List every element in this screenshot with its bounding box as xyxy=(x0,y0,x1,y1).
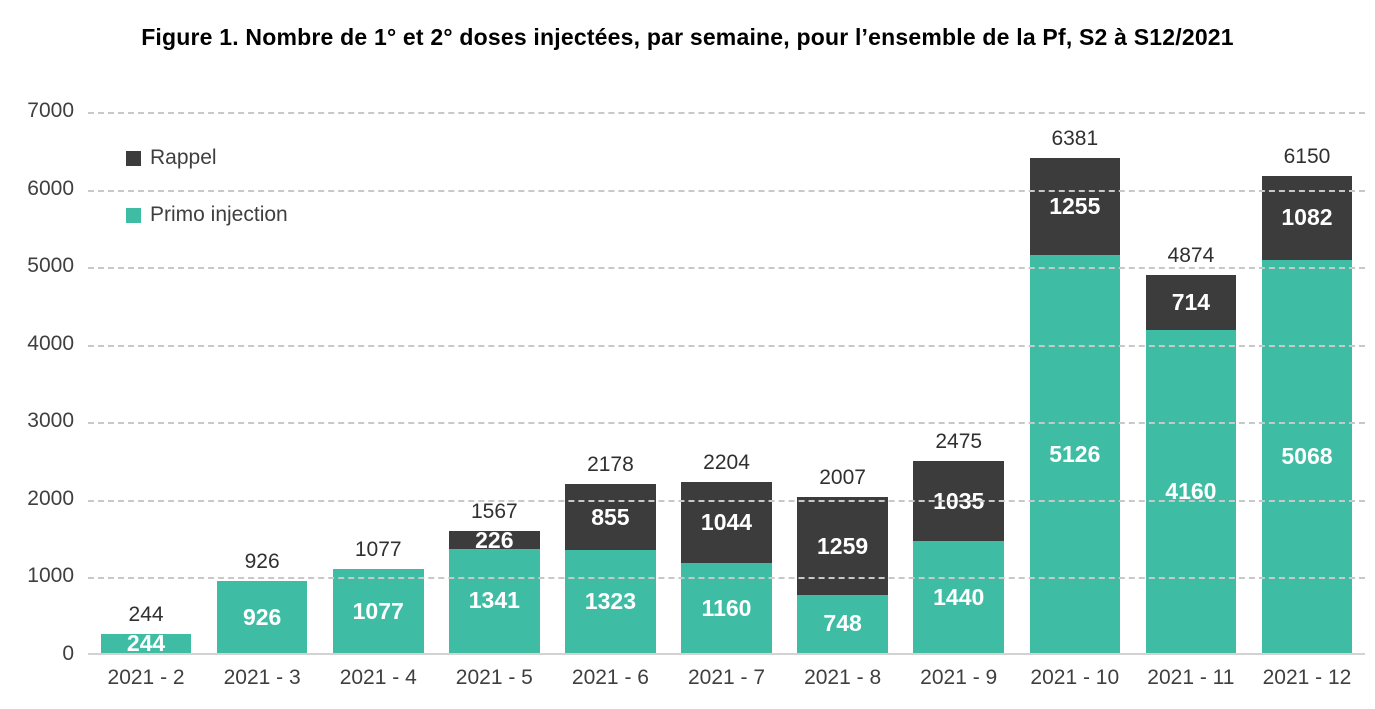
bar-segment-rappel: 1255 xyxy=(1029,158,1121,256)
total-value-label: 6150 xyxy=(1283,144,1331,168)
segment-value-label: 1160 xyxy=(701,594,752,621)
segment-value-label: 1440 xyxy=(933,583,985,610)
y-tick-label: 5000 xyxy=(27,254,74,278)
bar-column: 2475 1035 1440 xyxy=(901,112,1017,653)
bar-segment-primo-injection: 1323 xyxy=(565,550,656,653)
total-value-label: 1567 xyxy=(470,500,518,524)
bar-segment-rappel: 226 xyxy=(449,526,540,553)
bar-column: 6381 1255 5126 xyxy=(1017,112,1133,653)
bar-chart-plot-area: Rappel Primo injection 244 244 926 926 1077 1… xyxy=(88,112,1365,655)
total-value-label: 2007 xyxy=(819,466,866,490)
segment-value-label: 926 xyxy=(242,603,282,630)
bar-segment-rappel: 855 xyxy=(565,484,656,551)
y-tick-label: 4000 xyxy=(27,331,74,355)
legend-item-primo-injection: Primo injection xyxy=(126,203,288,227)
bar-segment-primo-injection: 1440 xyxy=(913,541,1004,653)
y-axis: 0 1000 2000 3000 4000 5000 6000 7000 xyxy=(0,99,74,665)
legend-item-rappel: Rappel xyxy=(126,146,288,170)
segment-value-label: 1255 xyxy=(1049,193,1101,220)
bar-column: 244 244 xyxy=(88,112,204,657)
bar-segment-primo-injection: 1341 xyxy=(449,548,540,653)
segment-value-label: 748 xyxy=(823,610,862,637)
total-value-label: 1077 xyxy=(354,538,402,562)
x-axis-label: 2021 - 8 xyxy=(804,666,882,689)
total-value-label: 4874 xyxy=(1167,243,1215,267)
gridline xyxy=(88,422,1365,425)
figure-title: Figure 1. Nombre de 1° et 2° doses injec… xyxy=(141,24,1234,50)
y-tick-label: 0 xyxy=(62,642,74,665)
x-axis-label: 2021 - 4 xyxy=(339,666,417,689)
bar-column: 2178 855 1323 xyxy=(552,112,668,653)
total-value-label: 2475 xyxy=(935,430,983,454)
bar-column: 4874 714 4160 xyxy=(1133,112,1249,653)
total-value-label: 2178 xyxy=(587,453,634,477)
legend-label-primo-injection: Primo injection xyxy=(150,203,288,226)
segment-value-label: 1044 xyxy=(700,509,753,536)
segment-value-label: 244 xyxy=(126,630,166,657)
x-axis-label: 2021 - 9 xyxy=(920,666,998,689)
bar-column: 1567 226 1341 xyxy=(436,112,552,653)
bar-segment-primo-injection: 5068 xyxy=(1261,259,1353,653)
segment-value-label: 1077 xyxy=(352,597,404,624)
y-tick-label: 7000 xyxy=(27,99,74,122)
segment-value-label: 1323 xyxy=(584,588,636,615)
bar-segment-primo-injection: 244 xyxy=(100,630,192,657)
y-tick-label: 6000 xyxy=(27,176,74,200)
legend-swatch-rappel xyxy=(126,150,141,166)
legend-label-rappel: Rappel xyxy=(150,146,217,169)
segment-value-label: 226 xyxy=(475,526,514,553)
segment-value-label: 5126 xyxy=(1049,440,1101,467)
x-axis-label: 2021 - 10 xyxy=(1030,666,1120,689)
segment-value-label: 1082 xyxy=(1281,204,1333,231)
total-value-label: 926 xyxy=(244,550,280,574)
gridline xyxy=(88,189,1365,192)
y-tick-label: 3000 xyxy=(27,409,74,433)
gridline xyxy=(88,267,1365,270)
bar-segment-primo-injection: 1077 xyxy=(332,569,424,653)
x-axis-label: 2021 - 7 xyxy=(687,666,766,689)
gridline xyxy=(88,344,1365,347)
bar-column: 6150 1082 5068 xyxy=(1249,112,1365,653)
gridline xyxy=(88,499,1365,502)
bar-segment-rappel: 1082 xyxy=(1261,175,1353,260)
bar-segment-primo-injection: 748 xyxy=(797,594,888,653)
bar-column: 2204 1044 1160 xyxy=(668,112,784,653)
segment-value-label: 5068 xyxy=(1281,442,1333,469)
x-axis-label: 2021 - 2 xyxy=(107,666,185,689)
total-value-label: 6381 xyxy=(1051,127,1099,151)
bar-column: 1077 1077 xyxy=(320,112,436,653)
bar-segment-rappel: 1259 xyxy=(797,497,888,595)
x-axis-label: 2021 - 12 xyxy=(1262,666,1352,689)
segment-value-label: 855 xyxy=(591,503,630,530)
total-value-label: 244 xyxy=(128,603,164,627)
gridline xyxy=(88,112,1365,114)
bar-column: 2007 1259 748 xyxy=(785,112,901,653)
bar-segment-rappel: 714 xyxy=(1145,274,1237,331)
bar-segment-primo-injection: 926 xyxy=(216,581,308,653)
chart-legend: Rappel Primo injection xyxy=(126,146,288,227)
x-axis-label: 2021 - 3 xyxy=(223,666,301,689)
bar-segment-primo-injection: 5126 xyxy=(1029,255,1121,653)
bar-segment-rappel: 1044 xyxy=(681,482,772,564)
bar-segment-primo-injection: 4160 xyxy=(1145,330,1237,653)
segment-value-label: 1259 xyxy=(817,532,869,559)
legend-swatch-primo-injection xyxy=(126,207,141,223)
x-axis-label: 2021 - 11 xyxy=(1147,666,1235,689)
gridline xyxy=(88,577,1365,580)
segment-value-label: 1341 xyxy=(468,587,520,614)
x-axis-label: 2021 - 5 xyxy=(455,666,533,689)
y-tick-label: 2000 xyxy=(27,486,74,510)
y-tick-label: 1000 xyxy=(27,564,74,588)
segment-value-label: 714 xyxy=(1171,289,1211,316)
segment-value-label: 4160 xyxy=(1165,478,1217,505)
total-value-label: 2204 xyxy=(703,451,750,475)
x-axis-label: 2021 - 6 xyxy=(571,666,649,689)
x-axis: 2021 - 2 2021 - 3 2021 - 4 2021 - 5 2021 - 6… xyxy=(88,666,1365,690)
bar-column: 926 926 xyxy=(204,112,320,653)
